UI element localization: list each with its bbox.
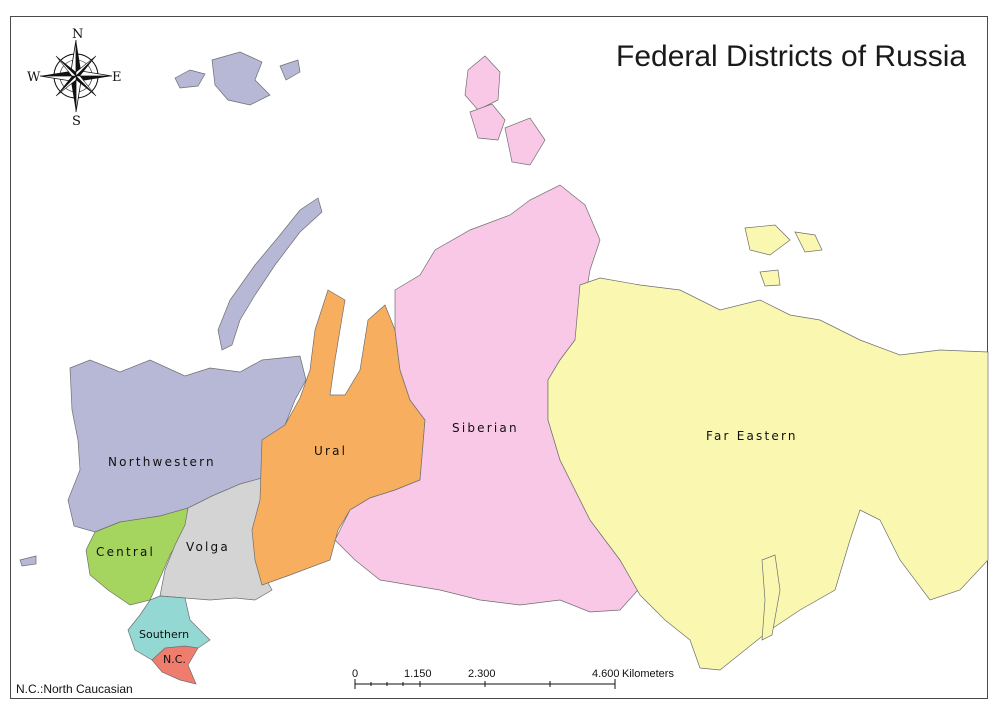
compass-e: E: [112, 70, 122, 85]
district-far-eastern[interactable]: [547, 224, 989, 671]
label-northwestern: Northwestern: [108, 455, 216, 469]
scale-tick-3: 4.600: [592, 668, 620, 680]
scale-tick-0: 0: [352, 668, 358, 680]
district-northwestern[interactable]: [19, 51, 323, 567]
label-southern: Southern: [139, 628, 189, 641]
sakhalin: [761, 554, 781, 641]
scale-bar: 0 1.150 2.300 4.600 Kilometers: [352, 668, 674, 689]
kaliningrad: [19, 555, 37, 567]
label-central: Central: [96, 545, 155, 559]
far-eastern-region: [547, 277, 989, 671]
severnaya-zemlya-1: [464, 55, 501, 111]
map-title: Federal Districts of Russia: [616, 40, 967, 73]
label-north-caucasian: N.C.: [163, 653, 186, 666]
compass-w: W: [27, 70, 41, 85]
scale-unit: Kilometers: [622, 668, 674, 680]
kola-novaya-zemlya: [217, 197, 323, 351]
label-ural: Ural: [314, 444, 347, 458]
franz-josef-land-1: [174, 69, 206, 89]
franz-josef-land-2: [211, 51, 271, 106]
district-volga[interactable]: [159, 477, 273, 601]
scale-tick-2: 2.300: [468, 668, 496, 680]
compass-rose-icon: N S E W: [27, 27, 122, 129]
label-far-eastern: Far Eastern: [706, 429, 798, 443]
new-siberian-islands-2: [794, 231, 823, 253]
wrangel-island: [759, 269, 781, 287]
severnaya-zemlya-2: [469, 103, 506, 141]
new-siberian-islands: [744, 224, 791, 256]
severnaya-zemlya-3: [504, 117, 546, 166]
district-central[interactable]: [85, 507, 189, 606]
compass-s: S: [72, 114, 81, 129]
label-siberian: Siberian: [452, 421, 519, 435]
label-volga: Volga: [186, 540, 230, 554]
district-siberian[interactable]: [334, 55, 639, 613]
franz-josef-land-3: [279, 59, 301, 81]
compass-n: N: [72, 27, 83, 42]
district-north-caucasian[interactable]: [151, 645, 199, 685]
scale-tick-1: 1.150: [404, 668, 432, 680]
footnote: N.C.:North Caucasian: [16, 682, 133, 696]
